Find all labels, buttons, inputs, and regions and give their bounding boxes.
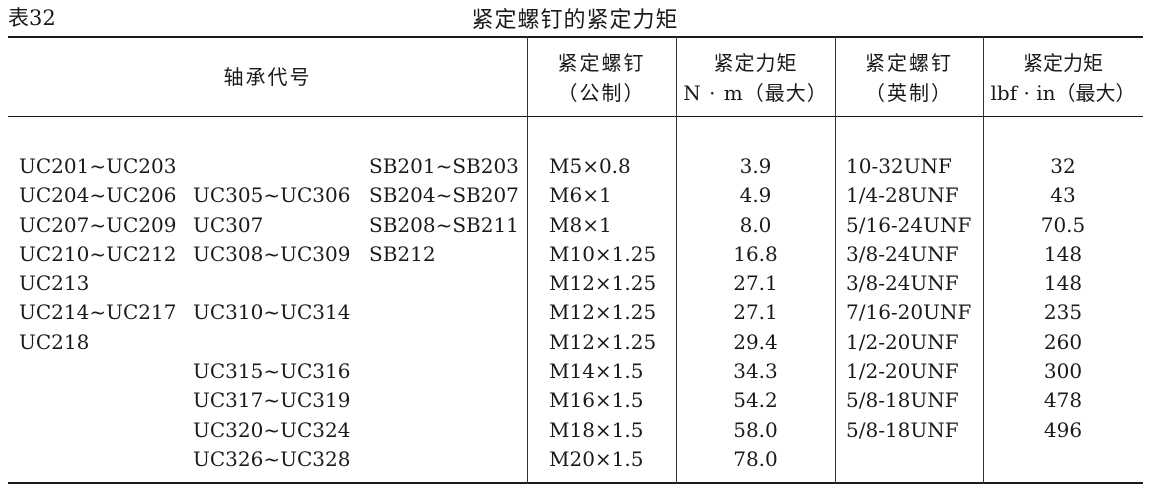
header-line: 紧定力矩	[1023, 51, 1103, 75]
table-cell: UC204~UC206	[19, 183, 177, 208]
table-cell: 16.8	[733, 241, 778, 266]
header-metric-screw: 紧定螺钉 （公制）	[527, 48, 676, 108]
table-cell: 3/8-24UNF	[846, 271, 959, 296]
table-cell	[846, 445, 981, 474]
column-sb-series: SB201~SB203 SB204~SB207 SB208~SB211 SB21…	[369, 152, 524, 269]
table-cell: M20×1.5	[549, 446, 644, 471]
column-imperial-screw: 10-32UNF 1/4-28UNF 5/16-24UNF 3/8-24UNF …	[846, 152, 981, 474]
header-line: 紧定螺钉	[865, 51, 953, 75]
column-divider	[676, 36, 677, 484]
header-line: 紧定螺钉	[557, 51, 646, 75]
table-cell: UC315~UC316	[193, 359, 351, 384]
table-cell: 1/2-20UNF	[846, 329, 959, 354]
table-cell: 300	[1043, 359, 1083, 384]
column-divider	[835, 36, 836, 484]
table-cell: M12×1.25	[549, 271, 657, 296]
header-line: （公制）	[557, 81, 646, 105]
table-cell: UC218	[19, 329, 90, 354]
bottom-rule	[8, 482, 1143, 484]
header-line: lbf · in（最大）	[990, 81, 1136, 105]
table-cell: UC307	[193, 212, 264, 237]
column-uc3-series: UC305~UC306 UC307 UC308~UC309 UC310~UC31…	[193, 152, 363, 474]
table-cell: UC310~UC314	[193, 300, 351, 325]
table-cell: 10-32UNF	[846, 154, 952, 178]
header-imperial-torque: 紧定力矩 lbf · in（最大）	[983, 48, 1143, 108]
table-cell: M10×1.25	[549, 241, 657, 266]
table-cell: 5/8-18UNF	[846, 388, 959, 413]
table-cell: M5×0.8	[549, 154, 631, 178]
table-cell: UC320~UC324	[193, 417, 351, 442]
table-cell: 148	[1043, 271, 1083, 296]
header-line: 紧定力矩	[713, 51, 798, 75]
table-cell: 58.0	[733, 417, 778, 442]
table-cell: 34.3	[733, 359, 778, 384]
table-cell: 78.0	[733, 446, 778, 471]
top-rule	[8, 36, 1143, 38]
table-cell: UC305~UC306	[193, 183, 351, 208]
header-line: N · m（最大）	[683, 81, 828, 105]
table-cell: 5/16-24UNF	[846, 212, 972, 237]
table-cell: UC213	[19, 271, 90, 296]
column-divider	[983, 36, 984, 484]
table-cell: 54.2	[733, 388, 778, 413]
table-cell: M6×1	[549, 183, 612, 208]
table-cell: UC201~UC203	[19, 154, 177, 178]
table-cell	[193, 152, 363, 181]
header-bearing-code: 轴承代号	[223, 65, 312, 89]
table-cell	[983, 445, 1143, 474]
table-cell: UC214~UC217	[19, 300, 177, 325]
table-cell: 3/8-24UNF	[846, 241, 959, 266]
column-imperial-torque: 32 43 70.5 148 148 235 260 300 478 496	[983, 152, 1143, 474]
table-cell: 5/8-18UNF	[846, 417, 959, 442]
table-cell: 478	[1043, 388, 1083, 413]
table-cell: 4.9	[739, 183, 772, 208]
header-line: （英制）	[865, 81, 953, 105]
table-cell: SB212	[369, 241, 436, 266]
header-rule	[8, 116, 1143, 117]
table-cell: UC308~UC309	[193, 241, 351, 266]
column-divider	[527, 36, 528, 484]
table-cell: 496	[1043, 417, 1083, 442]
table-cell: 1/2-20UNF	[846, 359, 959, 384]
table-cell: M16×1.5	[549, 388, 644, 413]
table-cell: 70.5	[1040, 212, 1086, 237]
table-cell: M14×1.5	[549, 359, 644, 384]
torque-table: 轴承代号 紧定螺钉 （公制） 紧定力矩 N · m（最大） 紧定螺钉 （英制） …	[8, 36, 1143, 484]
table-cell: 3.9	[739, 154, 772, 178]
table-cell: 1/4-28UNF	[846, 183, 959, 208]
table-cell: 8.0	[739, 212, 772, 237]
header-metric-torque: 紧定力矩 N · m（最大）	[676, 48, 835, 108]
table-title: 紧定螺钉的紧定力矩	[471, 8, 679, 33]
table-cell: 260	[1043, 329, 1083, 354]
table-cell: 27.1	[733, 300, 778, 325]
table-cell: M12×1.25	[549, 329, 657, 354]
table-cell: 7/16-20UNF	[846, 300, 972, 325]
header-imperial-screw: 紧定螺钉 （英制）	[835, 48, 983, 108]
table-cell: M8×1	[549, 212, 612, 237]
column-metric-screw: M5×0.8 M6×1 M8×1 M10×1.25 M12×1.25 M12×1…	[549, 152, 674, 474]
column-uc2-series: UC201~UC203 UC204~UC206 UC207~UC209 UC21…	[19, 152, 189, 357]
table-cell: 29.4	[733, 329, 778, 354]
table-cell	[193, 328, 363, 357]
table-cell: UC207~UC209	[19, 212, 177, 237]
table-cell: 32	[1050, 154, 1076, 178]
table-cell: 43	[1050, 183, 1076, 208]
table-cell: 27.1	[733, 271, 778, 296]
table-cell: SB204~SB207	[369, 183, 519, 208]
table-cell	[193, 269, 363, 298]
table-cell: SB201~SB203	[369, 154, 519, 178]
table-cell: M12×1.25	[549, 300, 657, 325]
column-metric-torque: 3.9 4.9 8.0 16.8 27.1 27.1 29.4 34.3 54.…	[676, 152, 835, 474]
table-number: 表32	[8, 6, 56, 30]
table-cell: 148	[1043, 241, 1083, 266]
table-cell: 235	[1043, 300, 1083, 325]
table-cell: M18×1.5	[549, 417, 644, 442]
table-cell: UC210~UC212	[19, 241, 177, 266]
table-cell: UC317~UC319	[193, 388, 351, 413]
table-cell: SB208~SB211	[369, 212, 519, 237]
table-cell: UC326~UC328	[193, 446, 351, 471]
